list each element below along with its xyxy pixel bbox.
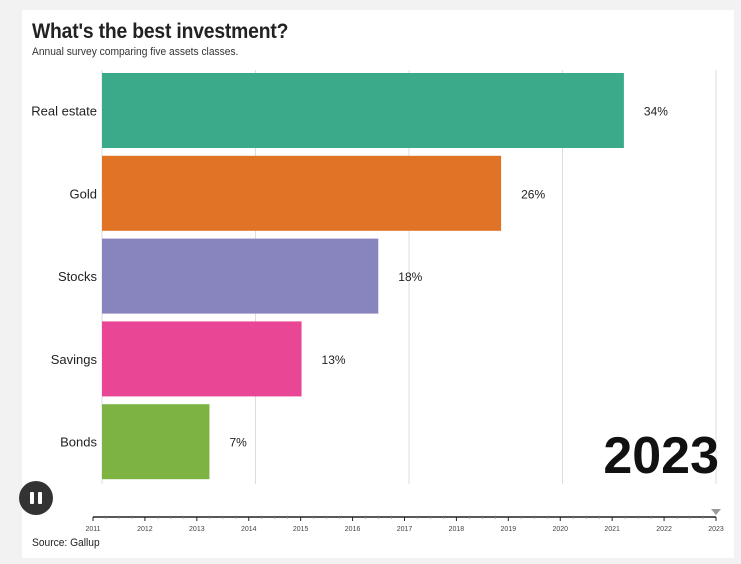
bar — [102, 238, 379, 314]
bar — [102, 155, 502, 231]
chart-title: What's the best investment? — [32, 20, 289, 43]
bar — [102, 73, 624, 148]
category-label: Bonds — [60, 435, 97, 450]
bar — [102, 321, 302, 397]
timeline-year-label[interactable]: 2015 — [293, 526, 309, 533]
timeline-year-label[interactable]: 2021 — [604, 526, 620, 533]
pause-icon — [30, 492, 34, 504]
category-label: Savings — [51, 352, 98, 367]
timeline-year-label[interactable]: 2014 — [241, 526, 257, 533]
timeline-year-label[interactable]: 2020 — [552, 526, 568, 533]
timeline-year-label[interactable]: 2012 — [137, 526, 153, 533]
timeline-year-label[interactable]: 2023 — [708, 526, 724, 533]
timeline-year-label[interactable]: 2022 — [656, 526, 672, 533]
data-label: 18% — [398, 270, 422, 284]
bar — [102, 404, 210, 480]
data-label: 26% — [521, 187, 545, 201]
chart-subtitle: Annual survey comparing five assets clas… — [32, 46, 239, 58]
timeline-year-label[interactable]: 2017 — [397, 526, 413, 533]
category-label: Gold — [70, 186, 97, 201]
pause-icon-bar — [38, 492, 42, 504]
category-label: Stocks — [58, 269, 98, 284]
data-label: 34% — [644, 105, 668, 119]
current-year-label: 2023 — [603, 427, 719, 485]
timeline-year-label[interactable]: 2016 — [345, 526, 361, 533]
timeline-year-label[interactable]: 2011 — [85, 526, 100, 533]
timeline-year-label[interactable]: 2018 — [449, 526, 465, 533]
data-label: 13% — [322, 353, 346, 367]
timeline-handle[interactable] — [711, 509, 721, 515]
timeline-year-label[interactable]: 2013 — [189, 526, 205, 533]
data-label: 7% — [229, 436, 247, 450]
source-note: Source: Gallup — [32, 537, 100, 549]
category-label: Real estate — [31, 104, 97, 119]
pause-button[interactable] — [19, 481, 53, 515]
timeline-year-label[interactable]: 2019 — [501, 526, 517, 533]
